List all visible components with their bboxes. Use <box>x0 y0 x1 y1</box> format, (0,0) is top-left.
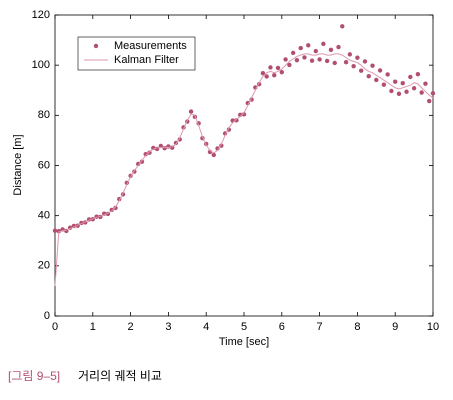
measurement-dot <box>56 229 61 234</box>
measurement-dot <box>404 89 409 94</box>
y-tick-label: 20 <box>38 260 50 272</box>
y-tick-label: 80 <box>38 109 50 121</box>
measurement-dot <box>374 77 379 83</box>
measurement-dot <box>234 118 239 123</box>
measurement-dot <box>370 63 375 68</box>
measurement-dot <box>309 58 315 63</box>
x-tick-label: 1 <box>90 321 96 333</box>
x-tick-label: 6 <box>279 321 285 333</box>
measurement-dot <box>113 205 118 211</box>
measurement-dot <box>135 161 141 167</box>
x-tick-label: 2 <box>128 321 134 333</box>
x-axis-label: Time [sec] <box>219 336 269 348</box>
y-tick-label: 0 <box>44 310 50 322</box>
measurement-dot <box>230 118 235 123</box>
measurement-dot <box>306 43 311 48</box>
y-tick-label: 100 <box>32 59 50 71</box>
measurement-dot <box>396 91 402 96</box>
measurement-dot <box>362 59 368 64</box>
measurement-dot <box>324 58 330 64</box>
legend-label: Kalman Filter <box>114 54 179 66</box>
x-tick-label: 4 <box>203 321 209 333</box>
measurement-dot <box>139 159 145 164</box>
measurement-dot <box>290 50 296 56</box>
measurement-dot <box>109 207 114 213</box>
measurement-dot <box>279 69 284 75</box>
measurement-dot <box>166 144 171 149</box>
measurement-dot <box>211 152 216 158</box>
caption-label: [그림 9–5] <box>8 369 60 383</box>
measurement-dot <box>268 65 273 70</box>
measurement-dot <box>328 47 334 53</box>
measurement-dot <box>393 79 398 84</box>
x-tick-label: 5 <box>241 321 247 333</box>
measurement-dot <box>389 88 394 94</box>
kalman-line <box>54 53 434 286</box>
legend-box <box>77 36 196 71</box>
y-tick-label: 40 <box>38 210 50 222</box>
measurement-dot <box>332 60 337 66</box>
x-tick-label: 7 <box>317 321 323 333</box>
measurement-dot <box>275 65 281 71</box>
x-tick-label: 9 <box>392 321 398 333</box>
measurement-dot <box>358 68 364 73</box>
measurement-dot <box>347 52 353 57</box>
measurement-dot <box>408 74 413 80</box>
measurement-dot <box>340 24 345 29</box>
measurement-dot <box>264 74 269 79</box>
legend-label: Measurements <box>114 40 187 52</box>
measurement-dot <box>188 109 194 114</box>
measurement-dot <box>366 74 371 79</box>
measurement-dot <box>343 59 349 65</box>
measurement-dot <box>419 90 424 95</box>
y-tick-label: 60 <box>38 159 50 171</box>
measurement-dot <box>427 98 432 104</box>
measurement-dot <box>377 68 383 73</box>
measurement-dot <box>272 73 277 78</box>
measurement-dot <box>321 41 326 47</box>
measurement-dot <box>351 63 356 69</box>
measurement-dot <box>287 62 292 68</box>
measurement-dot <box>52 228 58 233</box>
measurement-dot <box>143 152 148 157</box>
measurement-dot <box>385 72 390 77</box>
measurement-dot <box>415 71 421 77</box>
measurement-dot <box>147 150 152 155</box>
measurement-dot <box>400 81 405 86</box>
measurement-dot <box>283 57 288 62</box>
x-tick-label: 3 <box>165 321 171 333</box>
y-tick-label: 120 <box>32 9 50 21</box>
measurement-dot <box>298 45 303 51</box>
measurement-dot <box>294 57 300 63</box>
x-tick-label: 0 <box>52 321 58 333</box>
measurement-dot <box>260 70 266 76</box>
measurement-dot <box>317 57 322 62</box>
measurement-dot <box>381 82 387 87</box>
measurement-dot <box>313 48 319 54</box>
x-tick-label: 8 <box>354 321 360 333</box>
measurement-dot <box>302 55 307 60</box>
legend-marker <box>93 43 99 49</box>
measurement-dot <box>411 86 417 91</box>
x-tick-label: 10 <box>427 321 439 333</box>
measurement-dot <box>430 91 436 96</box>
measurement-dot <box>162 145 167 151</box>
y-axis-label: Distance [m] <box>12 134 24 195</box>
caption-text: 거리의 궤적 비교 <box>78 369 162 383</box>
measurement-dot <box>355 55 360 60</box>
measurement-dot <box>423 81 428 86</box>
measurement-dot <box>336 44 341 50</box>
